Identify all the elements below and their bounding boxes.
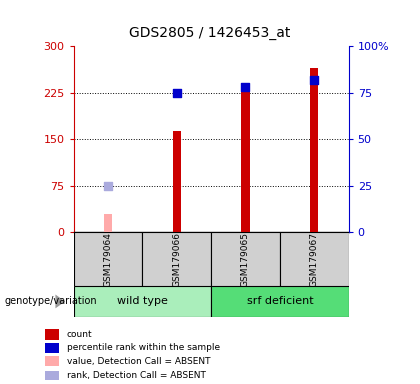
Point <box>173 89 180 96</box>
Bar <box>45 329 60 339</box>
Point <box>242 84 249 90</box>
Text: value, Detection Call = ABSENT: value, Detection Call = ABSENT <box>67 357 210 366</box>
Bar <box>211 286 349 317</box>
Text: wild type: wild type <box>117 296 168 306</box>
Text: rank, Detection Call = ABSENT: rank, Detection Call = ABSENT <box>67 371 206 380</box>
Point <box>311 76 318 83</box>
Bar <box>45 356 60 366</box>
Polygon shape <box>55 295 65 308</box>
Text: count: count <box>67 330 92 339</box>
Bar <box>142 232 211 286</box>
Bar <box>280 232 349 286</box>
Bar <box>104 214 112 232</box>
Bar <box>310 68 318 232</box>
Bar <box>74 232 142 286</box>
Bar <box>241 88 249 232</box>
Point <box>105 183 111 189</box>
Text: GSM179065: GSM179065 <box>241 232 250 287</box>
Bar <box>74 286 211 317</box>
Text: srf deficient: srf deficient <box>247 296 313 306</box>
Text: GSM179067: GSM179067 <box>310 232 319 287</box>
Bar <box>45 371 60 381</box>
Bar <box>211 232 280 286</box>
Bar <box>173 131 181 232</box>
Text: genotype/variation: genotype/variation <box>4 296 97 306</box>
Text: percentile rank within the sample: percentile rank within the sample <box>67 343 220 353</box>
Text: GSM179066: GSM179066 <box>172 232 181 287</box>
Bar <box>45 343 60 353</box>
Text: GSM179064: GSM179064 <box>103 232 113 286</box>
Text: GDS2805 / 1426453_at: GDS2805 / 1426453_at <box>129 26 291 40</box>
